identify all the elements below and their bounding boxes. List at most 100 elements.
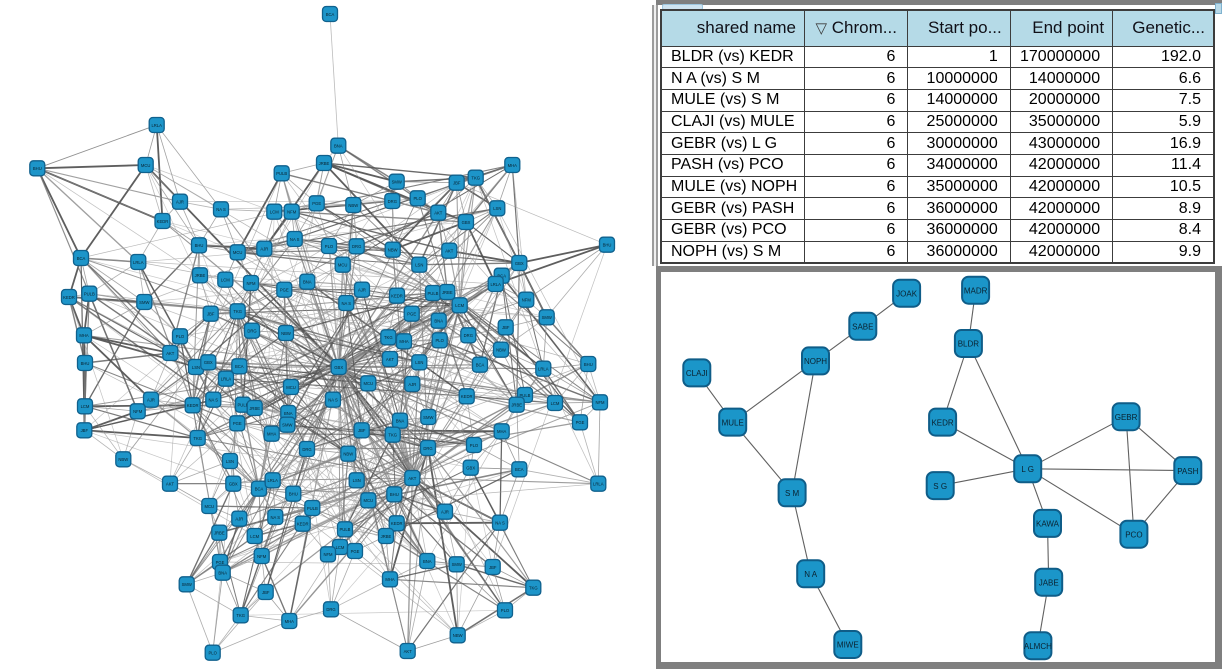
svg-text:AJR: AJR — [358, 288, 366, 293]
svg-text:DRG: DRG — [388, 199, 397, 204]
svg-text:LCM: LCM — [551, 401, 560, 406]
svg-text:BNA: BNA — [334, 144, 343, 149]
svg-text:NFM: NFM — [246, 281, 256, 286]
svg-text:NBW: NBW — [496, 348, 506, 353]
svg-text:GBX: GBX — [334, 365, 343, 370]
svg-text:BHU: BHU — [584, 362, 593, 367]
svg-text:NA S: NA S — [495, 521, 505, 526]
svg-text:BNA: BNA — [284, 411, 293, 416]
svg-text:PULB: PULB — [428, 291, 439, 296]
svg-text:BNA: BNA — [396, 419, 405, 424]
svg-text:NBW: NBW — [453, 633, 463, 638]
svg-text:PLO: PLO — [209, 651, 218, 656]
svg-text:MCU: MCU — [364, 498, 374, 503]
svg-text:NFM: NFM — [595, 400, 605, 405]
svg-text:BCA: BCA — [515, 467, 524, 472]
svg-text:BHU: BHU — [195, 243, 204, 248]
svg-text:JRBE: JRBE — [511, 403, 522, 408]
svg-text:JBF: JBF — [207, 312, 215, 317]
svg-text:PGE: PGE — [280, 288, 289, 293]
svg-text:SMW: SMW — [282, 423, 292, 428]
svg-text:MCU: MCU — [205, 504, 215, 509]
svg-text:PGE: PGE — [312, 201, 321, 206]
svg-text:PULB: PULB — [84, 292, 95, 297]
svg-text:PGE: PGE — [233, 421, 242, 426]
svg-text:DRG: DRG — [423, 446, 432, 451]
svg-text:PGE: PGE — [576, 420, 585, 425]
svg-text:GBX: GBX — [515, 261, 524, 266]
svg-text:NA S: NA S — [216, 207, 226, 212]
svg-text:MHA: MHA — [79, 333, 89, 338]
svg-text:LRLA: LRLA — [151, 123, 162, 128]
svg-text:AKT: AKT — [434, 211, 443, 216]
svg-text:NA S: NA S — [209, 398, 219, 403]
svg-text:AJR: AJR — [260, 247, 268, 252]
svg-text:PULB: PULB — [238, 403, 249, 408]
svg-text:GBX: GBX — [466, 466, 475, 471]
svg-text:LCM: LCM — [250, 534, 259, 539]
svg-text:MHA: MHA — [399, 339, 409, 344]
svg-text:PULB: PULB — [340, 527, 351, 532]
svg-text:NFM: NFM — [323, 552, 333, 557]
svg-text:MCU: MCU — [286, 385, 296, 390]
svg-text:DRG: DRG — [302, 447, 311, 452]
svg-text:KEDR: KEDR — [931, 418, 953, 427]
svg-text:NFM: NFM — [257, 554, 267, 559]
svg-text:KEDR: KEDR — [461, 394, 473, 399]
svg-text:BHU: BHU — [390, 492, 399, 497]
svg-text:LRLA: LRLA — [133, 260, 144, 265]
svg-text:JBF: JBF — [502, 325, 510, 330]
svg-text:JRBE: JRBE — [195, 273, 206, 278]
svg-text:ALMCH: ALMCH — [1024, 642, 1052, 651]
svg-text:DRG: DRG — [464, 333, 473, 338]
svg-text:MULE: MULE — [722, 418, 744, 427]
svg-text:LCM: LCM — [455, 303, 464, 308]
svg-text:BCA: BCA — [77, 256, 86, 261]
svg-text:TKG: TKG — [236, 613, 245, 618]
svg-text:AKT: AKT — [408, 476, 417, 481]
svg-text:LSN: LSN — [353, 478, 361, 483]
svg-text:N A: N A — [804, 570, 818, 579]
svg-text:TKG: TKG — [193, 436, 202, 441]
svg-text:SMW: SMW — [182, 582, 192, 587]
svg-text:GBX: GBX — [229, 482, 238, 487]
svg-text:LCM: LCM — [336, 545, 345, 550]
svg-text:AKT: AKT — [404, 649, 413, 654]
svg-text:KEDR: KEDR — [297, 522, 309, 527]
svg-text:AKT: AKT — [166, 351, 175, 356]
svg-text:BCA: BCA — [235, 364, 244, 369]
svg-text:LRLA: LRLA — [221, 377, 232, 382]
svg-text:PLO: PLO — [501, 608, 510, 613]
svg-text:JOAK: JOAK — [896, 289, 918, 298]
svg-text:PLO: PLO — [414, 196, 423, 201]
svg-text:TKG: TKG — [384, 335, 393, 340]
svg-text:BCA: BCA — [497, 274, 506, 279]
svg-text:JRBE: JRBE — [319, 161, 330, 166]
svg-text:MHA: MHA — [508, 163, 518, 168]
svg-text:PASH: PASH — [1177, 467, 1198, 476]
svg-text:LSN: LSN — [493, 206, 501, 211]
svg-text:S M: S M — [785, 489, 800, 498]
svg-text:JRBE: JRBE — [381, 534, 392, 539]
svg-text:PLO: PLO — [470, 443, 479, 448]
svg-text:BNA: BNA — [434, 319, 443, 324]
svg-text:BNA: BNA — [303, 280, 312, 285]
svg-text:AJR: AJR — [408, 382, 416, 387]
svg-text:MHA: MHA — [285, 619, 295, 624]
svg-text:BLDR: BLDR — [958, 340, 980, 349]
svg-text:MHA: MHA — [497, 429, 507, 434]
svg-text:DRG: DRG — [352, 244, 361, 249]
svg-text:AJR: AJR — [235, 517, 243, 522]
svg-text:MCU: MCU — [364, 381, 374, 386]
svg-text:BHU: BHU — [603, 243, 612, 248]
svg-text:LCM: LCM — [270, 210, 279, 215]
svg-text:AJR: AJR — [147, 398, 155, 403]
svg-text:BCA: BCA — [326, 12, 335, 17]
svg-text:NBW: NBW — [388, 248, 398, 253]
svg-text:AKT: AKT — [445, 249, 454, 254]
svg-text:TKG: TKG — [471, 176, 480, 181]
svg-text:NBW: NBW — [348, 203, 358, 208]
svg-text:KEDR: KEDR — [391, 294, 403, 299]
svg-text:MHA: MHA — [267, 432, 277, 437]
svg-text:MADR: MADR — [964, 286, 988, 295]
